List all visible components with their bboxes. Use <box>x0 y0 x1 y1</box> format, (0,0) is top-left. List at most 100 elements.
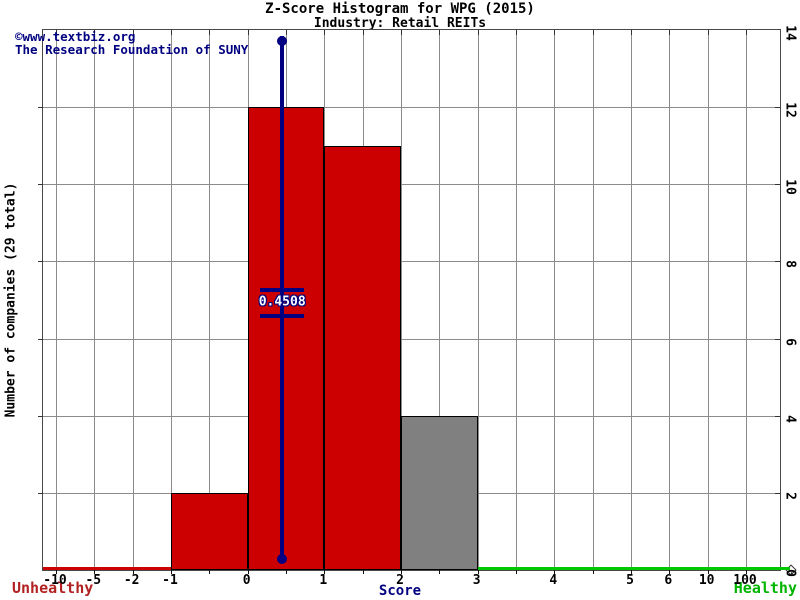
x-tick-mark <box>401 570 402 574</box>
x-tick-label: 6 <box>664 573 673 588</box>
y-tick-mark-left <box>38 184 43 186</box>
y-tick-mark-left <box>38 338 43 340</box>
gridline-vertical <box>746 30 747 570</box>
x-tick-mark <box>209 570 211 574</box>
x-tick-mark <box>94 570 96 574</box>
y-tick-mark-left <box>38 492 43 494</box>
y-tick-label: 8 <box>782 260 798 269</box>
x-tick-mark-top <box>209 30 211 35</box>
x-tick-label: -10 <box>43 573 67 588</box>
histogram-bar <box>171 492 248 570</box>
histogram-bar <box>401 415 478 570</box>
gridline-vertical <box>477 30 479 570</box>
y-tick-mark-right <box>775 338 780 340</box>
x-tick-mark-top <box>477 30 479 35</box>
x-tick-mark-top <box>132 30 134 35</box>
x-tick-label: 100 <box>733 573 757 588</box>
x-tick-mark <box>516 570 517 574</box>
x-tick-mark <box>631 570 632 574</box>
x-tick-mark-top <box>707 30 709 35</box>
x-tick-label: 0 <box>242 573 251 588</box>
x-tick-mark-top <box>554 30 556 35</box>
y-tick-mark-right <box>775 492 780 494</box>
gridline-horizontal <box>43 107 780 109</box>
x-axis-title: Score <box>378 583 422 599</box>
unhealthy-zone-label: Unhealthy <box>12 579 94 597</box>
watermark-line1: ©www.textbiz.org <box>15 29 136 44</box>
x-tick-mark-top <box>439 30 441 35</box>
x-tick-mark-top <box>94 30 96 35</box>
y-tick-mark-right <box>775 107 780 109</box>
y-axis-title: Number of companies (29 total) <box>3 182 19 418</box>
marker-crossbar-upper <box>260 288 305 292</box>
x-tick-mark-top <box>592 30 594 35</box>
watermark-line2: The Research Foundation of SUNY <box>15 42 249 57</box>
gridline-horizontal <box>43 261 780 263</box>
x-tick-label: 4 <box>549 573 558 588</box>
x-tick-mark <box>132 570 134 574</box>
x-tick-mark-top <box>56 30 57 35</box>
gridline-vertical <box>669 30 671 570</box>
gridline-vertical <box>171 30 172 570</box>
x-tick-label: 3 <box>472 573 481 588</box>
x-tick-mark-top <box>286 30 287 35</box>
x-tick-mark <box>324 570 326 574</box>
marker-crossbar-lower <box>260 314 305 318</box>
x-tick-mark <box>746 570 747 574</box>
x-tick-mark-top <box>669 30 671 35</box>
x-tick-mark <box>477 570 479 574</box>
x-tick-mark <box>247 570 249 574</box>
y-tick-mark-right <box>775 261 780 263</box>
gridline-vertical <box>132 30 134 570</box>
unhealthy-zone-line <box>43 567 171 570</box>
histogram-bar <box>324 145 401 570</box>
gridline-vertical <box>56 30 57 570</box>
gridline-vertical <box>554 30 556 570</box>
x-tick-mark-top <box>247 30 249 35</box>
y-tick-mark-right <box>775 415 780 417</box>
x-tick-mark-top <box>516 30 517 35</box>
x-tick-label: 2 <box>396 573 404 588</box>
gridline-vertical <box>439 30 441 570</box>
y-tick-label: 4 <box>782 414 798 423</box>
marker-dot-bottom <box>277 554 288 564</box>
x-tick-label: -1 <box>162 573 178 588</box>
y-tick-label: 0 <box>782 569 798 577</box>
gridline-horizontal <box>43 184 780 186</box>
healthy-zone-line <box>477 567 790 570</box>
x-tick-mark <box>554 570 556 574</box>
x-tick-label: 5 <box>626 573 634 588</box>
histogram-bar <box>247 107 325 570</box>
x-tick-mark-top <box>631 30 632 35</box>
y-tick-mark-left <box>38 415 43 417</box>
healthy-zone-label: Healthy <box>733 579 797 597</box>
x-tick-mark <box>362 570 364 574</box>
watermark: ©www.textbiz.org The Research Foundation… <box>15 30 248 56</box>
x-tick-mark-top <box>401 30 402 35</box>
gridline-vertical <box>631 30 632 570</box>
chart-title: Z-Score Histogram for WPG (2015) <box>265 1 535 17</box>
x-tick-mark <box>286 570 287 574</box>
chart-subtitle: Industry: Retail REITs <box>313 16 487 31</box>
y-tick-mark-left <box>38 107 43 109</box>
gridline-vertical <box>592 30 594 570</box>
gridline-vertical <box>94 30 96 570</box>
x-tick-mark <box>439 570 441 574</box>
y-tick-label: 6 <box>782 337 798 346</box>
gridline-vertical <box>707 30 709 570</box>
x-tick-mark <box>669 570 671 574</box>
x-tick-mark-top <box>324 30 326 35</box>
marker-value-label: 0.4508 <box>258 294 306 310</box>
x-tick-label: -2 <box>123 573 140 588</box>
marker-dot-top <box>277 36 288 46</box>
y-tick-mark-right <box>775 184 780 186</box>
x-tick-mark-top <box>746 30 747 35</box>
x-tick-label: 10 <box>698 573 715 588</box>
plot-area: 0.4508 <box>38 29 790 574</box>
marker-line-vertical <box>280 36 285 561</box>
x-tick-mark <box>56 570 57 574</box>
x-tick-mark <box>707 570 709 574</box>
gridline-vertical <box>401 30 402 570</box>
x-tick-label: -5 <box>85 573 102 588</box>
